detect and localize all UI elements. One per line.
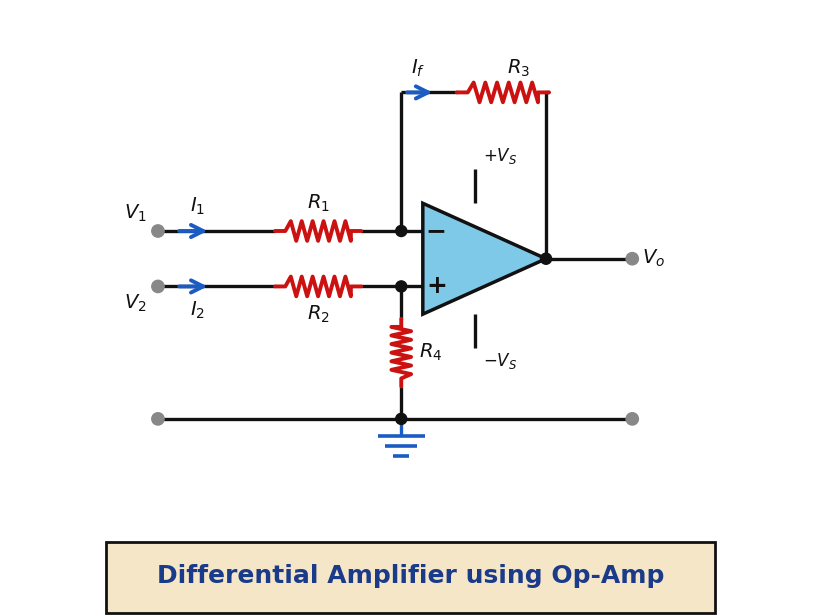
Text: $V_2$: $V_2$ [124,293,147,314]
Text: $I_f$: $I_f$ [411,57,425,79]
Text: $R_3$: $R_3$ [507,57,530,79]
Circle shape [152,280,164,293]
Circle shape [152,225,164,237]
Circle shape [540,253,552,264]
Text: $V_1$: $V_1$ [124,203,147,224]
Circle shape [626,253,639,265]
Text: $R_1$: $R_1$ [306,192,329,214]
Text: $R_2$: $R_2$ [307,304,329,325]
Text: Differential Amplifier using Op-Amp: Differential Amplifier using Op-Amp [157,564,664,588]
Text: $I_1$: $I_1$ [190,196,205,217]
Circle shape [396,281,406,292]
Text: $+V_S$: $+V_S$ [483,147,517,166]
Text: −: − [426,219,447,243]
Circle shape [626,413,639,425]
FancyBboxPatch shape [106,542,715,613]
Text: +: + [426,275,447,298]
Circle shape [396,413,406,424]
Text: $V_o$: $V_o$ [641,248,664,269]
Circle shape [396,225,406,237]
Text: $-V_S$: $-V_S$ [483,351,517,371]
Text: $I_2$: $I_2$ [190,300,205,322]
Text: $R_4$: $R_4$ [419,342,442,363]
Polygon shape [423,203,546,314]
Circle shape [152,413,164,425]
